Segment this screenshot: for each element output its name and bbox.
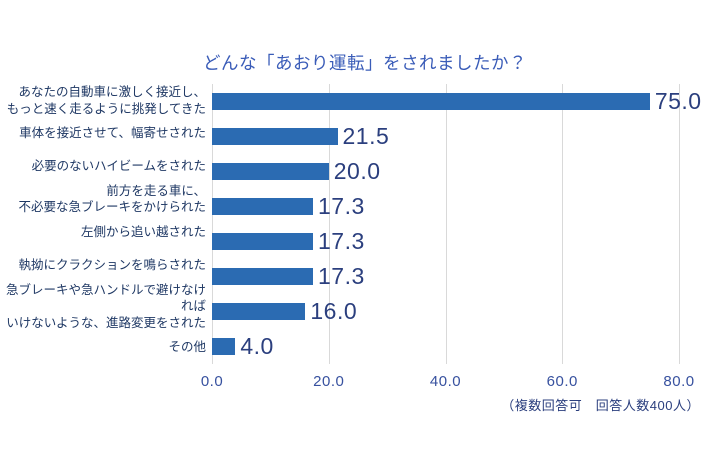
category-label-line: あなたの自動車に激しく接近し、	[18, 85, 206, 99]
category-label: 急ブレーキや急ハンドルで避けなければ いけないような、進路変更をされた	[0, 282, 212, 332]
category-label-line: 急ブレーキや急ハンドルで避けなければ	[5, 282, 206, 314]
category-label-line: 前方を走る車に、	[106, 183, 206, 198]
value-label: 20.0	[333, 158, 381, 184]
bar-row: 20.0	[212, 154, 679, 189]
category-labels: あなたの自動車に激しく接近し、もっと速く走るように挑発してきた車体を接近させて、…	[0, 84, 212, 364]
gridline	[562, 84, 564, 364]
category-label: その他	[0, 331, 212, 364]
plot-area: 75.0 21.5 20.0 17.3 17.3 17.3 16.0 4.0	[212, 84, 701, 364]
bar-row: 17.3	[212, 224, 679, 259]
x-axis: 0.0 20.0 40.0 60.0 80.0	[201, 364, 694, 394]
category-label-line: 左側から追い越された	[80, 225, 206, 240]
gridline	[212, 84, 213, 364]
x-tick-label: 20.0	[313, 373, 345, 390]
bar	[212, 303, 306, 320]
bar	[212, 163, 329, 180]
x-tick-label: 40.0	[429, 373, 462, 390]
value-label: 21.5	[342, 123, 390, 149]
bar-row: 17.3	[212, 189, 679, 224]
x-tick-label: 0.0	[200, 373, 224, 390]
gridline	[328, 84, 330, 364]
chart-body: あなたの自動車に激しく接近し、もっと速く走るように挑発してきた車体を接近させて、…	[0, 84, 710, 364]
category-label-line: 執拗にクラクションを鳴らされた	[18, 257, 206, 272]
bar	[212, 93, 650, 110]
bar-row: 17.3	[212, 259, 679, 294]
category-label: 車体を接近させて、幅寄せされた	[0, 117, 212, 150]
category-label-line: その他	[168, 340, 206, 355]
gridline	[445, 84, 447, 364]
chart-title: どんな「あおり運転」をされましたか？	[203, 53, 527, 73]
category-label-line: もっと速く走るように挑発してきた	[6, 101, 206, 116]
category-label: 左側から追い越された	[0, 216, 212, 249]
bar-row: 4.0	[212, 329, 679, 364]
bar	[212, 268, 313, 285]
bar	[212, 198, 313, 215]
bar	[212, 338, 236, 355]
gridline	[679, 84, 680, 364]
category-label-line: いけないような、進路変更をされた	[6, 315, 206, 330]
value-label: 17.3	[317, 263, 365, 289]
bar-row: 16.0	[212, 294, 679, 329]
category-label: 執拗にクラクションを鳴らされた	[0, 249, 212, 282]
value-label: 17.3	[317, 193, 365, 219]
bar-row: 21.5	[212, 119, 679, 154]
value-label: 4.0	[240, 333, 274, 359]
x-tick-label: 80.0	[663, 373, 695, 390]
value-label: 75.0	[654, 88, 702, 114]
bar	[212, 128, 338, 145]
value-label: 16.0	[310, 298, 358, 324]
category-label: あなたの自動車に激しく接近し、もっと速く走るように挑発してきた	[0, 84, 212, 117]
category-label-line: 不必要な急ブレーキをかけられた	[18, 200, 206, 215]
category-label: 必要のないハイビームをされた	[0, 150, 212, 183]
category-label-line: 必要のないハイビームをされた	[31, 159, 206, 174]
value-label: 17.3	[317, 228, 365, 254]
x-tick-label: 60.0	[546, 373, 578, 390]
bar	[212, 233, 313, 250]
category-label-line: 車体を接近させて、幅寄せされた	[19, 126, 206, 141]
bar-row: 75.0	[212, 84, 701, 119]
footnote: （複数回答可 回答人数400人）	[501, 398, 700, 413]
category-label: 前方を走る車に、不必要な急ブレーキをかけられた	[0, 183, 212, 216]
